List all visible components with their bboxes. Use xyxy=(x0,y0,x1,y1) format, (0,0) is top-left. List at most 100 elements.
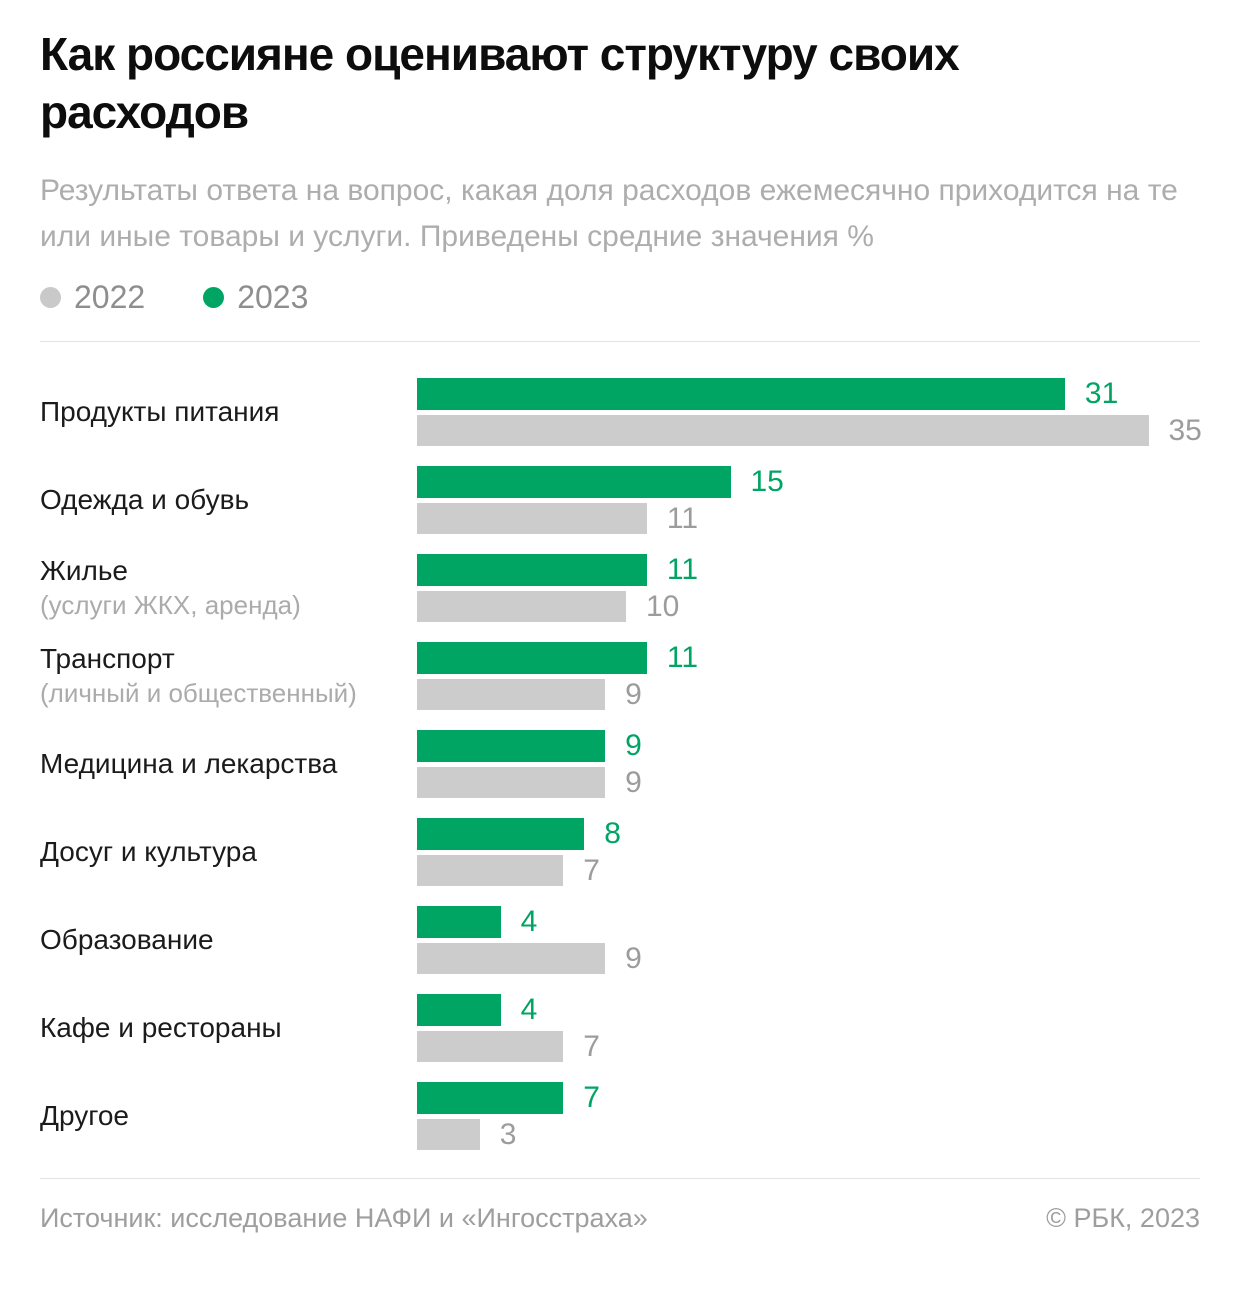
category-label: Одежда и обувь xyxy=(40,484,250,516)
chart-subtitle: Результаты ответа на вопрос, какая доля … xyxy=(40,173,1178,253)
bar-line-2022: 9 xyxy=(417,941,1200,975)
value-label-2022: 7 xyxy=(583,1029,600,1063)
bar-row: Продукты питания 31 35 xyxy=(40,377,1202,447)
legend-item-2022: 2022 xyxy=(40,279,145,316)
value-label-2022: 9 xyxy=(625,677,642,711)
legend-item-2023: 2023 xyxy=(203,279,308,316)
category-cell: Жилье (услуги ЖКХ, аренда) xyxy=(40,554,417,622)
category-cell: Одежда и обувь xyxy=(40,466,417,534)
bar-2022 xyxy=(417,855,564,887)
bar-line-2022: 7 xyxy=(417,853,1200,887)
category-cell: Образование xyxy=(40,906,417,974)
bar-line-2023: 4 xyxy=(417,905,1200,939)
bar-row: Жилье (услуги ЖКХ, аренда) 11 10 xyxy=(40,553,1200,623)
bar-row: Другое 7 3 xyxy=(40,1081,1200,1151)
page-title: Как россияне оценивают структуру своих р… xyxy=(40,28,960,138)
bar-line-2022: 7 xyxy=(417,1029,1200,1063)
bar-2022 xyxy=(417,1031,564,1063)
source-note: Источник: исследование НАФИ и «Ингосстра… xyxy=(40,1203,648,1234)
bar-line-2023: 9 xyxy=(417,729,1200,763)
legend-dot-2023-icon xyxy=(203,287,225,309)
legend-dot-2022-icon xyxy=(40,287,61,309)
category-cell: Досуг и культура xyxy=(40,818,417,886)
chart-legend: 2022 2023 xyxy=(40,279,1200,316)
bar-2023 xyxy=(417,554,647,587)
bar-line-2022: 3 xyxy=(417,1117,1200,1151)
bar-line-2023: 7 xyxy=(417,1081,1200,1115)
footer: Источник: исследование НАФИ и «Ингосстра… xyxy=(40,1203,1200,1234)
bar-line-2023: 11 xyxy=(417,641,1200,675)
category-label: Транспорт xyxy=(40,643,175,675)
bar-line-2023: 8 xyxy=(417,817,1200,851)
category-label: Продукты питания xyxy=(40,396,280,428)
category-label: Жилье xyxy=(40,555,128,587)
value-label-2023: 7 xyxy=(583,1081,600,1115)
category-label: Кафе и рестораны xyxy=(40,1012,282,1044)
category-label: Образование xyxy=(40,924,214,956)
bar-2022 xyxy=(417,591,626,623)
bottom-divider xyxy=(40,1178,1200,1180)
bar-2023 xyxy=(417,906,501,939)
bar-2022 xyxy=(417,503,647,535)
bar-line-2022: 11 xyxy=(417,501,1200,535)
value-label-2023: 15 xyxy=(750,465,784,499)
category-sublabel: (услуги ЖКХ, аренда) xyxy=(40,590,301,621)
bar-2023 xyxy=(417,994,501,1027)
value-label-2023: 9 xyxy=(625,729,642,763)
bar-line-2022: 9 xyxy=(417,765,1200,799)
bar-line-2023: 11 xyxy=(417,553,1200,587)
value-label-2023: 31 xyxy=(1084,377,1119,411)
bars-cell: 15 11 xyxy=(417,465,1200,535)
value-label-2022: 10 xyxy=(646,589,680,623)
legend-label-2022: 2022 xyxy=(74,279,146,316)
bar-row: Образование 4 9 xyxy=(40,905,1200,975)
legend-label-2023: 2023 xyxy=(237,279,309,316)
value-label-2022: 35 xyxy=(1168,413,1202,447)
bar-2022 xyxy=(417,943,606,975)
value-label-2023: 11 xyxy=(666,553,699,587)
category-label: Медицина и лекарства xyxy=(40,748,338,780)
bar-line-2023: 4 xyxy=(417,993,1200,1027)
bar-line-2022: 35 xyxy=(417,413,1202,447)
value-label-2022: 3 xyxy=(499,1117,517,1151)
category-cell: Продукты питания xyxy=(40,378,417,446)
value-label-2023: 8 xyxy=(604,817,621,851)
value-label-2022: 11 xyxy=(666,501,699,535)
bar-line-2023: 31 xyxy=(417,377,1202,411)
copyright-note: © РБК, 2023 xyxy=(1046,1203,1200,1234)
bar-row: Кафе и рестораны 4 7 xyxy=(40,993,1200,1063)
bar-2022 xyxy=(417,415,1149,447)
bars-cell: 11 9 xyxy=(417,641,1200,711)
bar-row: Медицина и лекарства 9 9 xyxy=(40,729,1200,799)
bar-2023 xyxy=(417,378,1065,411)
bar-line-2022: 10 xyxy=(417,589,1200,623)
bar-row: Досуг и культура 8 7 xyxy=(40,817,1200,887)
value-label-2023: 11 xyxy=(666,641,699,675)
bar-row: Одежда и обувь 15 11 xyxy=(40,465,1200,535)
value-label-2022: 9 xyxy=(625,941,642,975)
bar-2023 xyxy=(417,642,647,675)
bar-2023 xyxy=(417,1082,564,1115)
bar-line-2023: 15 xyxy=(417,465,1200,499)
bar-2023 xyxy=(417,466,731,499)
category-sublabel: (личный и общественный) xyxy=(40,678,357,709)
value-label-2023: 4 xyxy=(520,993,538,1027)
bars-cell: 11 10 xyxy=(417,553,1200,623)
bar-2023 xyxy=(417,818,585,851)
bar-chart: Продукты питания 31 35 Одежда и обувь 15 11 Жи… xyxy=(40,377,1202,1151)
category-label: Досуг и культура xyxy=(40,836,257,868)
category-cell: Транспорт (личный и общественный) xyxy=(40,642,417,710)
category-label: Другое xyxy=(40,1100,129,1132)
bar-2023 xyxy=(417,730,606,763)
bar-2022 xyxy=(417,1119,480,1151)
value-label-2022: 9 xyxy=(625,765,642,799)
value-label-2022: 7 xyxy=(583,853,600,887)
bar-2022 xyxy=(417,767,606,799)
bar-2022 xyxy=(417,679,606,711)
category-cell: Медицина и лекарства xyxy=(40,730,417,798)
category-cell: Кафе и рестораны xyxy=(40,994,417,1062)
